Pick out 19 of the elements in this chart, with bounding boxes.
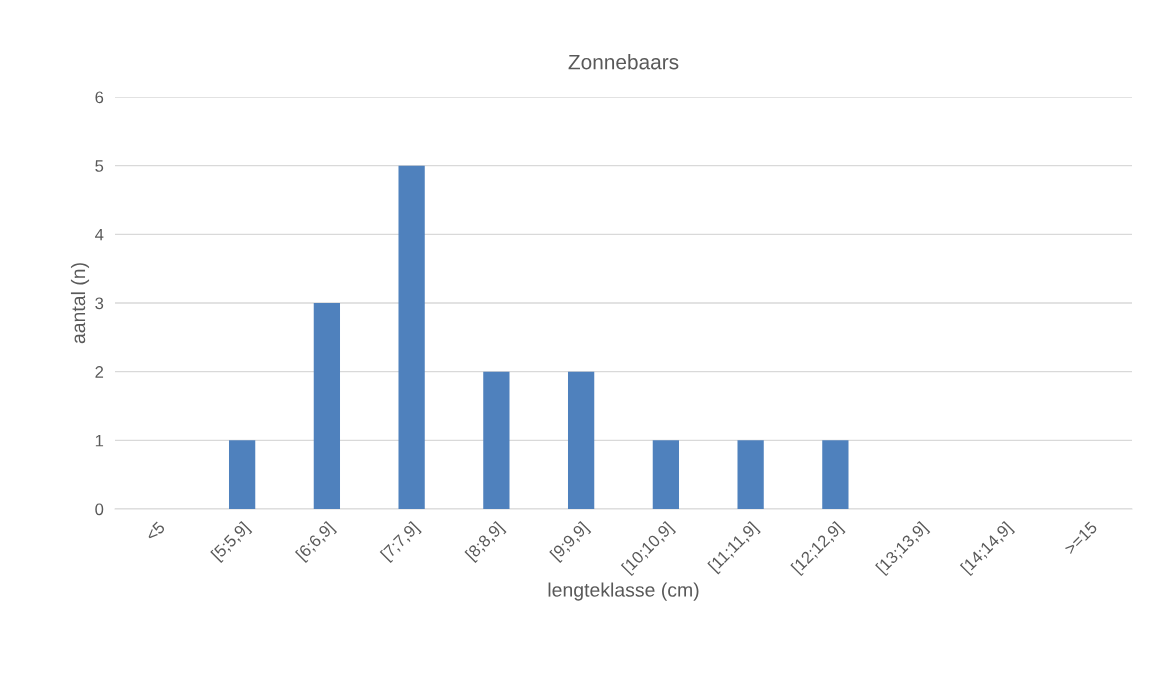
y-tick-label: 4 [95,228,104,241]
bar [228,440,256,509]
bar [483,371,510,509]
bar [737,440,764,509]
y-tick-label: 6 [95,91,104,104]
y-tick-label: 2 [95,366,104,378]
bar [822,440,849,509]
bar [652,440,680,509]
x-tick-label: <5 [144,521,166,542]
y-tick-label: 5 [95,160,104,172]
chart-title: Zonnebaars [568,54,679,70]
x-axis-title: lengteklasse (cm) [548,582,699,601]
y-tick-label: 1 [95,434,104,447]
y-axis-title: aantal (n) [70,263,90,344]
bar [313,303,341,509]
bar [398,165,425,509]
bar [567,371,595,509]
y-tick-label: 0 [95,503,104,516]
y-tick-label: 3 [95,297,104,310]
